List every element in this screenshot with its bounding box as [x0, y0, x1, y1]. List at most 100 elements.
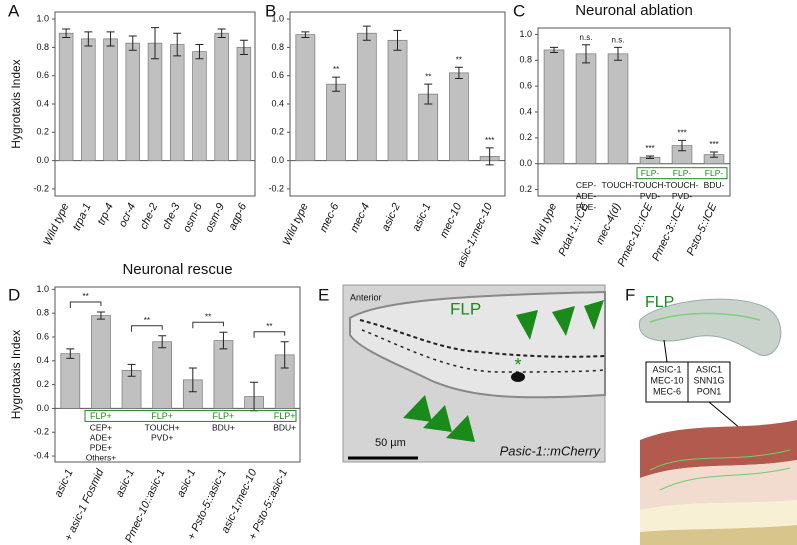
error-bar — [128, 35, 137, 51]
x-tick-label: Psto-5::ICE — [685, 201, 720, 258]
error-bar — [239, 39, 248, 55]
error-bar — [454, 66, 463, 80]
error-bar — [485, 147, 494, 166]
panel-letter: E — [318, 285, 329, 304]
arrowheads — [403, 300, 604, 442]
skin-layer — [640, 460, 797, 510]
x-tick-label: Wild type — [281, 201, 311, 247]
neurite — [361, 329, 606, 373]
y-tick-label: 0.6 — [36, 70, 49, 80]
y-tick-label: 0.2 — [271, 127, 284, 137]
y-tick-label: 0.8 — [519, 55, 532, 65]
error-bar — [301, 31, 310, 38]
significance-label: ** — [266, 322, 272, 331]
group-detail: BDU+ — [212, 423, 235, 433]
bar — [214, 32, 229, 161]
y-tick-label: 0.6 — [36, 331, 49, 341]
y-tick-label: 0.4 — [271, 98, 284, 108]
error-bar — [188, 367, 197, 393]
error-bar — [127, 363, 136, 377]
sublabel: TOUCH- — [666, 180, 699, 190]
bar — [213, 340, 234, 409]
nerve-endings — [649, 449, 791, 491]
flp-box — [84, 409, 297, 422]
x-tick-label: aqp-6 — [226, 201, 249, 232]
y-tick-label: 0.6 — [271, 70, 284, 80]
channel-label: PON1 — [697, 386, 722, 396]
channel-label: ASIC1 — [696, 364, 722, 374]
flp-dendrites — [649, 312, 761, 323]
plot-frame — [54, 286, 301, 463]
x-tick-label: ocr-4 — [117, 201, 138, 229]
sublabel: PDE- — [576, 202, 596, 212]
x-tick-label: asic-2 — [380, 201, 403, 233]
scale-label: 50 µm — [375, 437, 406, 449]
skin-layer — [640, 525, 797, 545]
sublabel: CEP- — [576, 180, 596, 190]
significance-label: *** — [485, 136, 494, 145]
error-bar — [332, 76, 341, 92]
group-label: FLP+ — [151, 411, 173, 421]
bracket — [131, 325, 163, 332]
group-label: FLP+ — [274, 411, 296, 421]
error-bar — [217, 28, 226, 38]
x-tick-label: Wild type — [42, 201, 72, 247]
x-tick-label: trpa-1 — [71, 201, 94, 232]
y-tick-label: 0.8 — [271, 42, 284, 52]
bar — [356, 32, 377, 161]
y-tick-label: 0.4 — [36, 355, 49, 365]
bar — [125, 42, 141, 161]
x-tick-label: Wild type — [529, 201, 559, 247]
error-bar — [66, 348, 75, 359]
y-tick-label: -0.4 — [33, 450, 49, 460]
cell-label: FLP — [645, 294, 674, 311]
y-tick-label: 0.0 — [519, 158, 532, 168]
y-tick-label: 1.0 — [271, 13, 284, 23]
error-bar — [219, 331, 228, 350]
error-bar — [362, 25, 371, 41]
sublabel: PVD- — [640, 191, 660, 201]
bracket — [192, 321, 224, 329]
x-tick-label: che-2 — [138, 201, 161, 231]
reporter-label: Pasic-1::mCherry — [500, 443, 602, 458]
significance-label: ** — [205, 312, 211, 321]
significance-label: ** — [456, 55, 462, 64]
error-bar — [173, 32, 182, 57]
group-label: FLP+ — [213, 411, 235, 421]
bar — [387, 39, 408, 161]
y-tick-label: 0.2 — [519, 184, 532, 194]
panel-letter: A — [8, 1, 20, 20]
bar — [169, 44, 185, 161]
panel-letter: D — [8, 285, 20, 304]
panel-letter: B — [265, 1, 276, 20]
significance-label: *** — [677, 129, 686, 138]
cell-body — [511, 372, 525, 382]
y-tick-label: -0.2 — [33, 427, 49, 437]
x-tick-label: asic-1 — [52, 467, 75, 499]
x-tick-label: mec-4(d) — [594, 201, 624, 246]
bar — [575, 53, 597, 165]
sublabel: BDU- — [704, 180, 725, 190]
asterisk: * — [514, 355, 521, 375]
significance-label: ** — [333, 65, 339, 74]
bar — [58, 32, 74, 161]
bar — [81, 38, 96, 161]
bar — [103, 38, 118, 161]
x-tick-label: osm-6 — [181, 201, 205, 235]
bar — [236, 47, 252, 161]
box-label: FLP- — [641, 168, 660, 178]
channel-label: SNN1G — [693, 375, 724, 385]
orientation-label: Anterior — [350, 292, 382, 302]
sublabel: TOUCH- — [634, 180, 667, 190]
group-detail: PVD+ — [151, 433, 173, 443]
bar — [295, 34, 316, 161]
x-tick-label: trp-4 — [95, 201, 115, 227]
x-tick-label: asic-1 — [114, 467, 137, 499]
box-label: FLP- — [673, 168, 692, 178]
flp-box — [636, 167, 728, 180]
error-bar — [106, 31, 115, 47]
error-bar — [614, 46, 622, 61]
bracket — [253, 331, 286, 338]
y-tick-label: 0.0 — [271, 155, 284, 165]
